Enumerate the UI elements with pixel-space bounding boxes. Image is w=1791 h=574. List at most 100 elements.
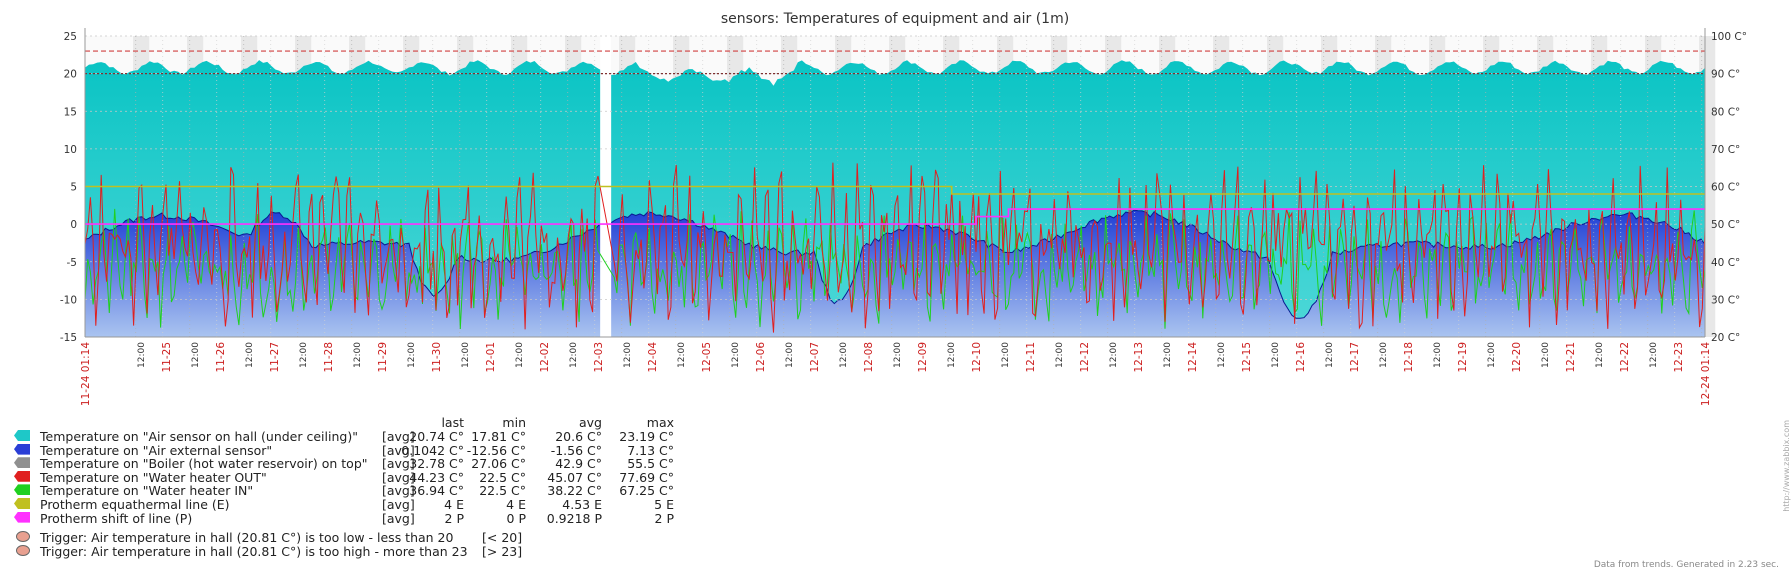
y-right-tick-label: 80 C° [1711, 106, 1740, 118]
legend-agg: [avg] [382, 429, 415, 444]
legend-value-min: 22.5 C° [479, 469, 526, 485]
y-right-tick-label: 90 C° [1711, 69, 1740, 81]
trigger-icon [16, 531, 30, 543]
x-noon-label: 12:00 [137, 342, 147, 368]
legend-swatch [14, 443, 30, 455]
series-equathermal-line [85, 185, 1705, 195]
legend-value-last: 32.78 C° [409, 456, 464, 472]
x-noon-label: 12:00 [677, 342, 687, 368]
x-noon-label: 12:00 [1595, 342, 1605, 368]
trigger-condition: [< 20] [482, 530, 523, 546]
trigger-label: Trigger: Air temperature in hall (20.81 … [40, 530, 454, 546]
y-right-tick-label: 20 C° [1711, 332, 1740, 344]
y-left-tick-label: -10 [60, 294, 77, 306]
x-noon-label: 12:00 [1109, 342, 1119, 368]
x-noon-label: 12:00 [191, 342, 201, 368]
x-noon-label: 12:00 [1163, 342, 1173, 368]
legend-value-min: 22.5 C° [479, 483, 526, 499]
x-day-label: 12-23 [1673, 342, 1685, 373]
y-left-tick-label: 15 [64, 106, 77, 118]
trigger-condition: [> 23] [482, 544, 523, 560]
legend-label: Protherm equathermal line (E) [40, 497, 230, 512]
x-noon-label: 12:00 [947, 342, 957, 368]
x-day-label: 11-30 [431, 342, 443, 373]
legend-swatch [14, 430, 30, 441]
legend-value-avg: 4.53 E [562, 497, 602, 512]
y-left-tick-label: 10 [64, 144, 77, 156]
x-noon-label: 12:00 [1325, 342, 1335, 368]
legend-swatch [14, 457, 30, 469]
legend-value-min: 17.81 C° [471, 429, 526, 444]
legend-swatch [14, 484, 30, 496]
x-day-label: 12-01 [485, 342, 497, 373]
x-day-label: 12-04 [647, 342, 659, 373]
legend-agg: [avg] [382, 483, 415, 499]
y-left-tick-label: 25 [64, 31, 77, 43]
legend-header-min: min [502, 415, 526, 430]
legend-header-avg: avg [579, 415, 602, 430]
legend-value-min: 0 P [506, 510, 526, 526]
x-noon-label: 12:00 [1217, 342, 1227, 368]
x-day-label: 11-26 [215, 342, 227, 373]
legend-value-avg: 42.9 C° [555, 456, 602, 472]
zabbix-link[interactable]: http://www.zabbix.com [1782, 420, 1791, 512]
legend-value-max: 2 P [654, 510, 674, 526]
legend-value-avg: 20.6 C° [555, 429, 602, 444]
legend-swatch [14, 511, 30, 523]
x-noon-label: 12:00 [1649, 342, 1659, 368]
y-right-tick-label: 100 C° [1711, 31, 1747, 43]
x-start-label: 11-24 01:14 [80, 342, 92, 406]
x-noon-label: 12:00 [731, 342, 741, 368]
y-left-tick-label: -15 [60, 332, 77, 344]
footer-note: Data from trends. Generated in 2.23 sec. [1593, 560, 1779, 570]
legend-header-max: max [646, 415, 674, 430]
legend-label: Temperature on "Air sensor on hall (unde… [40, 429, 358, 444]
y-right-tick-label: 50 C° [1711, 219, 1740, 231]
legend-value-avg: -1.56 C° [550, 442, 602, 458]
x-noon-label: 12:00 [839, 342, 849, 368]
x-noon-label: 12:00 [299, 342, 309, 368]
x-noon-label: 12:00 [785, 342, 795, 368]
x-noon-label: 12:00 [1379, 342, 1389, 368]
legend-value-max: 77.69 C° [619, 469, 674, 485]
x-day-label: 12-22 [1619, 342, 1631, 373]
x-day-label: 12-15 [1241, 342, 1253, 373]
legend-value-last: 0.1042 C° [401, 442, 464, 458]
y-left-tick-label: 0 [70, 219, 77, 231]
legend-value-avg: 38.22 C° [547, 483, 602, 499]
x-noon-label: 12:00 [1541, 342, 1551, 368]
trigger-icon [16, 545, 30, 557]
series-air-external-line [84, 209, 1706, 319]
legend-value-last: 44.23 C° [409, 469, 464, 485]
x-day-label: 12-10 [971, 342, 983, 373]
temperature-chart: sensors: Temperatures of equipment and a… [60, 11, 1747, 406]
legend-value-last: 4 E [444, 497, 464, 512]
x-noon-label: 12:00 [1271, 342, 1281, 368]
x-day-label: 12-03 [593, 342, 605, 373]
x-day-label: 11-28 [323, 342, 335, 373]
legend-value-avg: 45.07 C° [547, 469, 602, 485]
legend-agg: [avg] [382, 456, 415, 472]
x-noon-label: 12:00 [461, 342, 471, 368]
legend-label: Temperature on "Water heater OUT" [40, 469, 267, 485]
x-noon-label: 12:00 [569, 342, 579, 368]
y-right-tick-label: 70 C° [1711, 144, 1740, 156]
legend-value-max: 5 E [654, 497, 674, 512]
legend-value-last: 2 P [444, 510, 464, 526]
y-left-tick-label: 5 [70, 182, 77, 194]
legend-value-avg: 0.9218 P [546, 510, 602, 526]
y-left-tick-label: -5 [67, 257, 77, 269]
x-day-label: 12-05 [701, 342, 713, 373]
trigger-label: Trigger: Air temperature in hall (20.81 … [40, 544, 468, 560]
x-noon-label: 12:00 [1433, 342, 1443, 368]
legend-value-last: 20.74 C° [409, 429, 464, 444]
legend-agg: [avg] [382, 510, 415, 526]
legend-value-last: 36.94 C° [409, 483, 464, 499]
legend-agg: [avg] [382, 442, 415, 458]
legend-value-max: 55.5 C° [627, 456, 674, 472]
x-noon-label: 12:00 [1487, 342, 1497, 368]
chart-title: sensors: Temperatures of equipment and a… [721, 11, 1069, 27]
x-noon-label: 12:00 [623, 342, 633, 368]
x-day-label: 11-27 [269, 342, 281, 373]
legend-value-min: 4 E [506, 497, 526, 512]
